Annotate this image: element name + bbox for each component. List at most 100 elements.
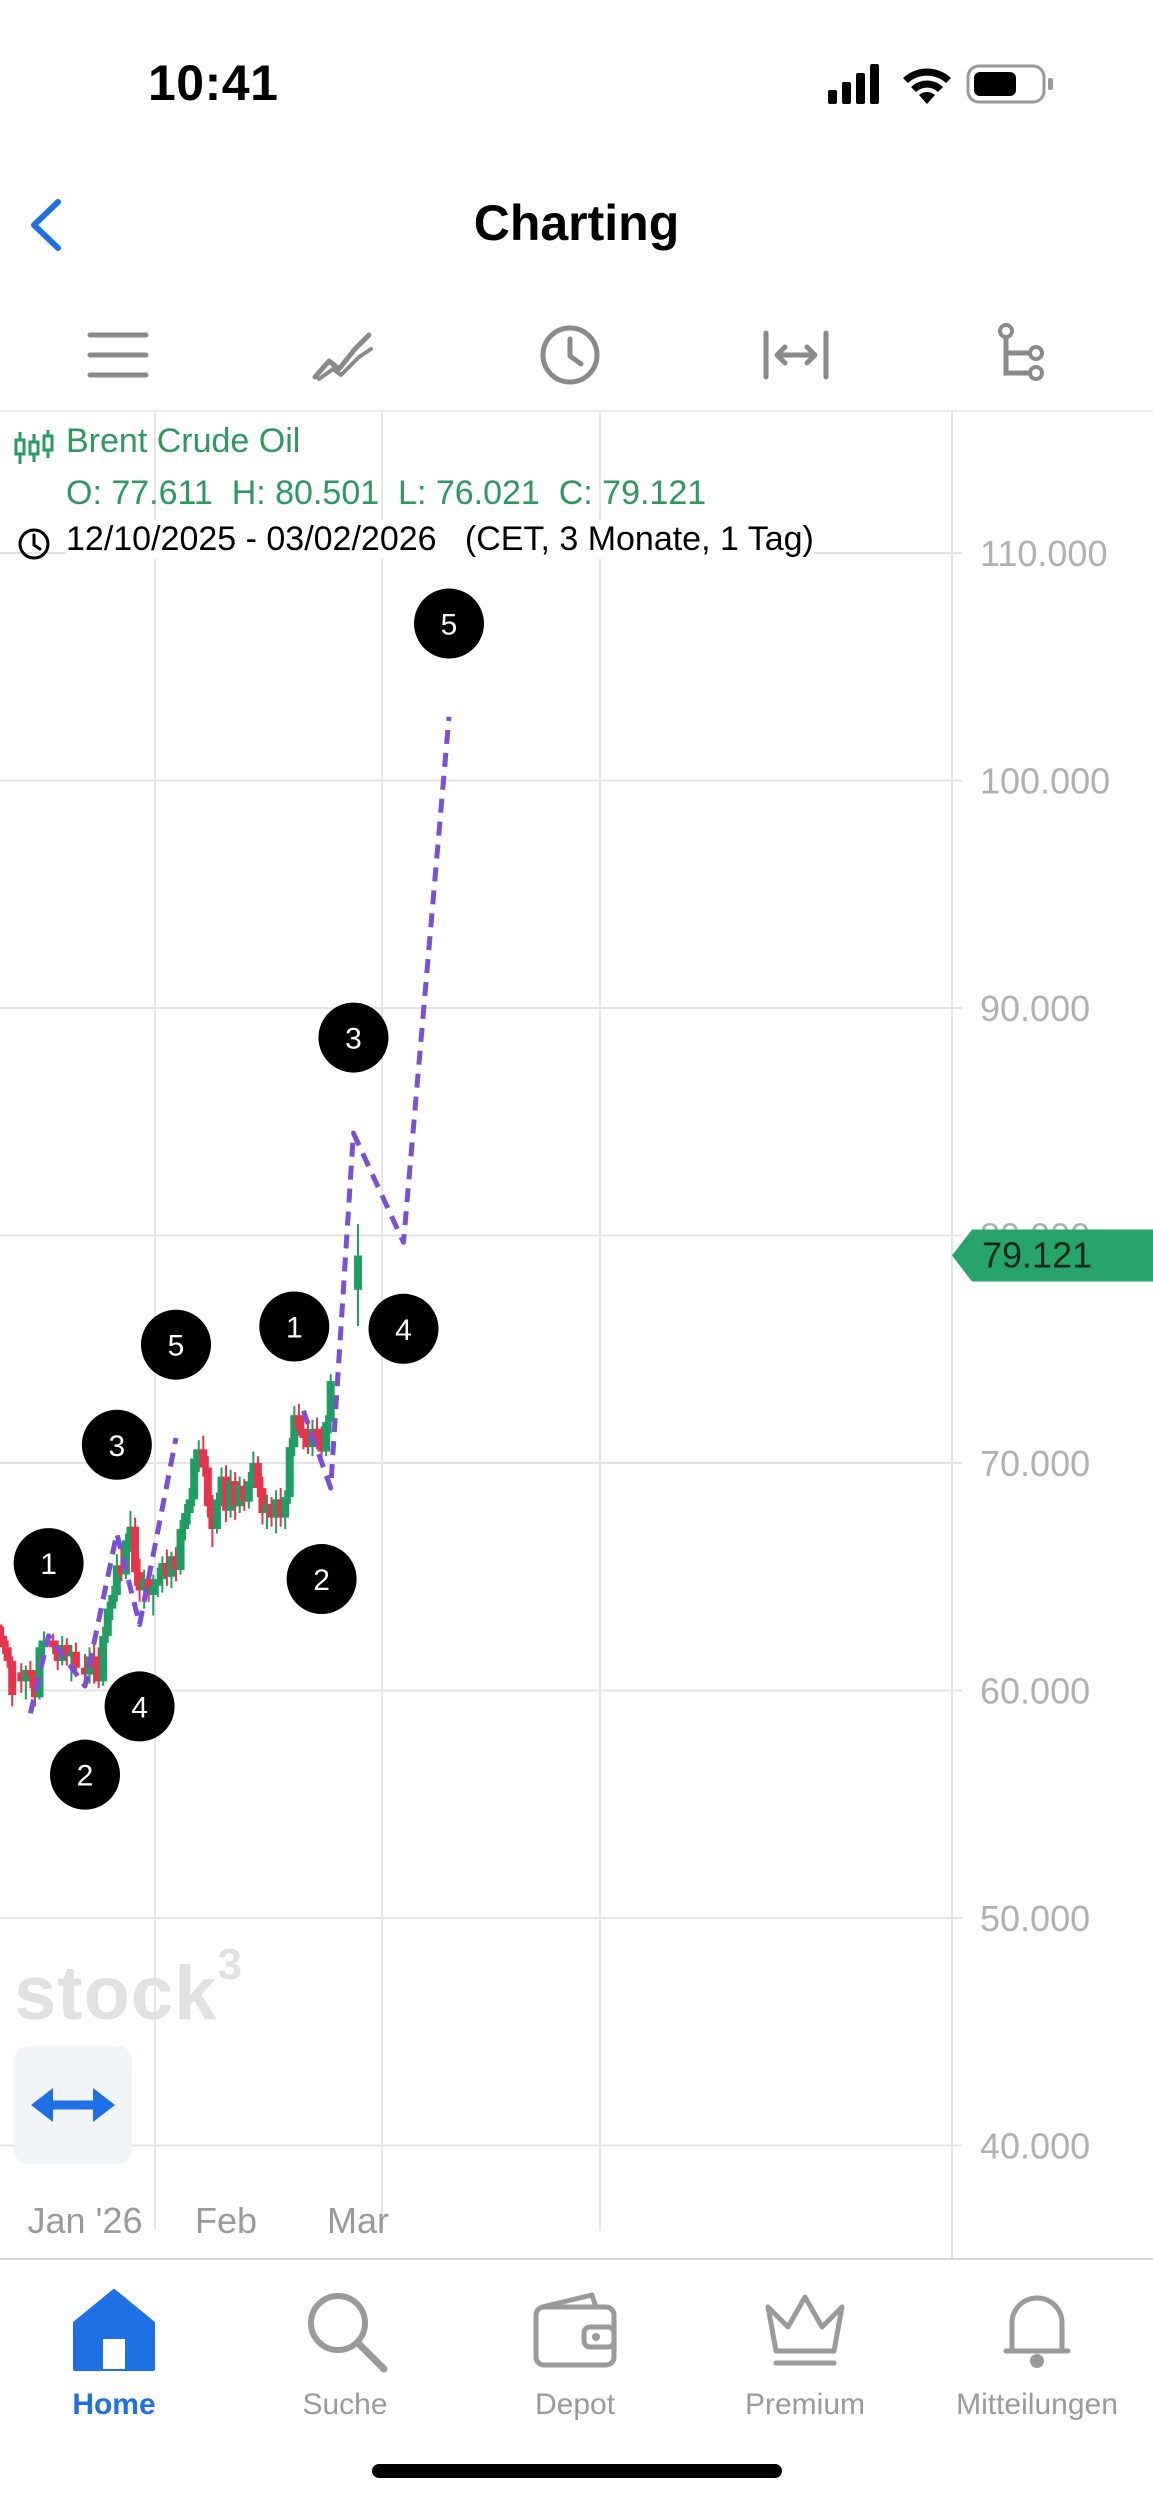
wave-label: 4 bbox=[131, 1691, 148, 1724]
expand-chart-button[interactable] bbox=[14, 2046, 132, 2164]
candle-body bbox=[149, 1585, 158, 1595]
candle-body bbox=[162, 1563, 171, 1577]
candle-body bbox=[135, 1572, 144, 1591]
ohlc-values: O: 77.611 H: 80.501 L: 76.021 C: 79.121 bbox=[66, 474, 707, 512]
candle-body bbox=[176, 1528, 185, 1570]
hierarchy-icon bbox=[998, 323, 1044, 381]
y-tick-label: 40.000 bbox=[980, 2126, 1090, 2167]
candle-body bbox=[249, 1463, 258, 1482]
candle-body bbox=[144, 1579, 153, 1595]
wave-label-circle bbox=[414, 588, 484, 659]
candle-body bbox=[299, 1428, 308, 1438]
candle-body bbox=[0, 1624, 3, 1636]
menu-button[interactable] bbox=[78, 320, 158, 390]
candle-body bbox=[317, 1440, 326, 1452]
candle-body bbox=[172, 1556, 180, 1570]
tab-suche[interactable]: Suche bbox=[245, 2270, 445, 2422]
candle-body bbox=[99, 1635, 108, 1682]
candle-body bbox=[185, 1499, 194, 1514]
candle-body bbox=[199, 1449, 208, 1468]
candle-body bbox=[8, 1660, 17, 1696]
signal-icon bbox=[828, 64, 879, 104]
instrument-name: Brent Crude Oil bbox=[66, 422, 301, 460]
candle-body bbox=[140, 1579, 149, 1591]
clock-icon bbox=[18, 528, 50, 560]
candle-body bbox=[53, 1647, 62, 1661]
current-price-tag bbox=[952, 1229, 1153, 1282]
candle-body bbox=[208, 1506, 217, 1529]
candle-body bbox=[194, 1449, 203, 1459]
candle-body bbox=[276, 1499, 285, 1518]
candle-body bbox=[131, 1526, 140, 1573]
y-tick-label: 70.000 bbox=[980, 1443, 1090, 1484]
x-tick-label: Jan '26 bbox=[28, 2200, 143, 2241]
candle-body bbox=[26, 1670, 35, 1677]
search-icon bbox=[308, 2293, 388, 2373]
x-tick-label: Mar bbox=[327, 2200, 389, 2241]
y-tick-label: 50.000 bbox=[980, 1898, 1090, 1939]
y-tick-label: 60.000 bbox=[980, 1671, 1090, 1712]
clock-icon bbox=[540, 325, 600, 385]
candle-body bbox=[313, 1428, 322, 1441]
candle-body bbox=[94, 1667, 103, 1682]
indicators-button[interactable] bbox=[982, 320, 1062, 390]
bell-icon bbox=[1003, 2295, 1071, 2368]
home-icon bbox=[73, 2289, 155, 2371]
candle-body bbox=[281, 1497, 290, 1518]
y-tick-label: 110.000 bbox=[980, 533, 1107, 574]
candle-body bbox=[244, 1481, 253, 1502]
tab-premium[interactable]: Premium bbox=[705, 2270, 905, 2422]
fit-width-icon bbox=[763, 330, 829, 380]
home-indicator bbox=[372, 2464, 782, 2478]
tab-mitteilungen[interactable]: Mitteilungen bbox=[937, 2270, 1137, 2422]
candle-body bbox=[272, 1499, 281, 1518]
wave-label-circle bbox=[259, 1291, 330, 1362]
candlestick-icon bbox=[14, 430, 54, 464]
candle-body bbox=[212, 1499, 221, 1529]
wallet-icon bbox=[533, 2292, 617, 2368]
wave-label: 3 bbox=[109, 1430, 126, 1463]
candle-body bbox=[121, 1540, 130, 1575]
current-price-label: 79.121 bbox=[982, 1234, 1092, 1275]
candle-body bbox=[203, 1467, 212, 1507]
candle-body bbox=[354, 1255, 362, 1290]
stock3-logo: stock3 bbox=[14, 1939, 244, 2036]
wave-label-circle bbox=[13, 1528, 84, 1599]
chart-toolbar bbox=[0, 300, 1153, 412]
chevron-left-icon bbox=[31, 199, 61, 251]
wifi-icon bbox=[903, 68, 951, 104]
candle-body bbox=[222, 1476, 231, 1511]
candle-body bbox=[112, 1565, 121, 1595]
candle-body bbox=[126, 1526, 135, 1541]
candle-body bbox=[49, 1640, 58, 1648]
timeframe-button[interactable] bbox=[530, 320, 610, 390]
nav-bar: Charting bbox=[0, 160, 1153, 290]
candle-body bbox=[40, 1640, 49, 1648]
chart-type-button[interactable] bbox=[303, 320, 383, 390]
tab-home[interactable]: Home bbox=[14, 2270, 214, 2422]
candle-body bbox=[258, 1488, 267, 1514]
chart-area[interactable]: 110.000100.00090.00080.00070.00060.00050… bbox=[0, 412, 1153, 2260]
candle-body bbox=[67, 1651, 76, 1657]
candle-body bbox=[181, 1513, 190, 1529]
wave-label-circle bbox=[141, 1309, 211, 1380]
elliott-wave-line bbox=[27, 1437, 179, 1714]
fit-width-button[interactable] bbox=[756, 320, 836, 390]
crown-icon bbox=[765, 2294, 845, 2366]
candle-body bbox=[167, 1556, 176, 1577]
candle-body bbox=[285, 1447, 294, 1498]
candle-body bbox=[62, 1645, 71, 1657]
wave-label: 2 bbox=[77, 1760, 94, 1793]
candle-body bbox=[294, 1415, 303, 1429]
candlestick-chart[interactable]: 110.000100.00090.00080.00070.00060.00050… bbox=[0, 412, 1153, 2260]
status-icons bbox=[828, 64, 1053, 104]
tab-depot[interactable]: Depot bbox=[475, 2270, 675, 2422]
wave-label-circle bbox=[368, 1293, 439, 1364]
candle-body bbox=[153, 1579, 162, 1586]
candle-body bbox=[103, 1608, 112, 1636]
wave-label-circle bbox=[286, 1544, 357, 1615]
expand-horizontal-icon bbox=[31, 2088, 115, 2122]
back-button[interactable] bbox=[18, 190, 78, 260]
wave-label-circle bbox=[50, 1739, 120, 1810]
wave-label: 1 bbox=[286, 1312, 303, 1345]
